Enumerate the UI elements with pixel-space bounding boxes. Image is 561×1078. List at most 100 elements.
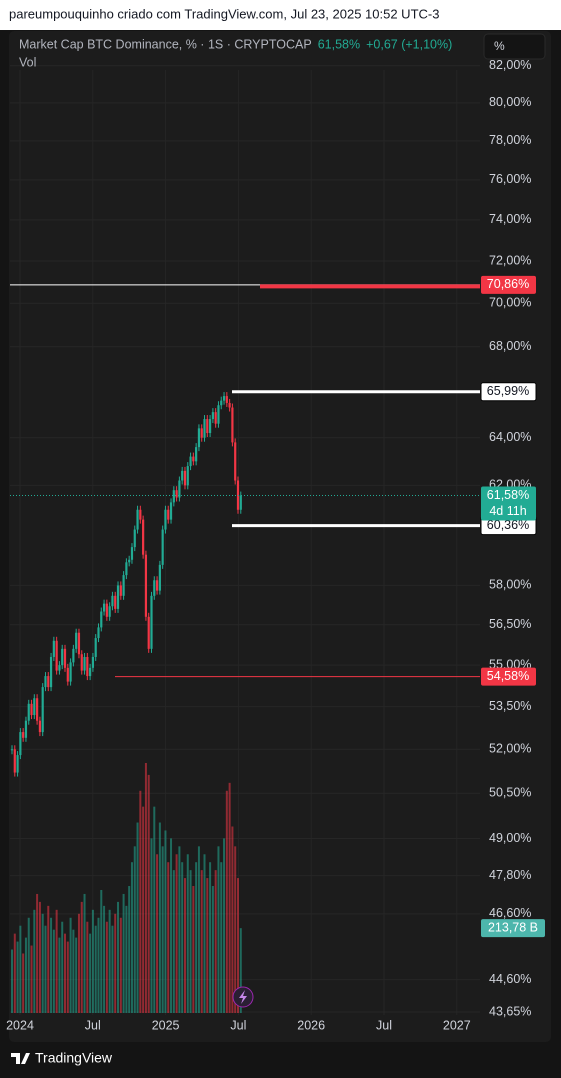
candle <box>147 616 150 649</box>
candle <box>217 405 220 424</box>
candle <box>22 732 25 738</box>
candle <box>153 580 156 596</box>
last-price: 61,58% <box>318 37 360 51</box>
volume-bar <box>19 925 22 1013</box>
y-tick-label: 43,65% <box>489 1004 531 1018</box>
volume-bar <box>239 928 242 1013</box>
volume-bar <box>16 941 19 1013</box>
candle <box>139 509 142 520</box>
chart-pane <box>9 31 551 1042</box>
volume-bar <box>139 790 142 1013</box>
candle <box>158 564 161 591</box>
volume-bar <box>75 937 78 1013</box>
volume-bar <box>36 893 39 1013</box>
candle <box>214 412 217 424</box>
candle <box>111 595 114 607</box>
volume-bar <box>195 862 198 1013</box>
volume-bar <box>103 905 106 1013</box>
volume-bar <box>203 854 206 1013</box>
candle <box>86 656 89 677</box>
y-tick-label: 46,60% <box>489 906 531 920</box>
candle <box>195 447 198 462</box>
candle <box>41 687 44 733</box>
volume-bar <box>22 953 25 1013</box>
volume-bar <box>122 893 125 1013</box>
candle <box>10 749 14 751</box>
volume-bar <box>214 870 217 1013</box>
candle <box>206 419 209 434</box>
candle <box>55 640 58 671</box>
candle <box>192 456 195 462</box>
scale-button-label[interactable]: % <box>494 39 505 53</box>
candle <box>75 632 78 649</box>
brand: TradingView <box>35 1050 113 1066</box>
volume-bar <box>189 870 192 1013</box>
level-label: 70,86% <box>487 277 529 291</box>
volume-bar <box>72 929 75 1013</box>
volume-bar <box>228 782 231 1013</box>
volume-bar <box>181 862 184 1013</box>
y-tick-label: 70,00% <box>489 296 531 310</box>
volume-bar <box>64 933 67 1013</box>
candle <box>164 509 167 530</box>
scale-button[interactable] <box>483 33 546 60</box>
y-tick-label: 52,00% <box>489 742 531 756</box>
x-tick-label: 2026 <box>297 1018 325 1032</box>
volume-bar <box>144 763 147 1013</box>
volume-bar <box>150 838 153 1013</box>
candle <box>136 509 139 530</box>
volume-bar <box>175 854 178 1013</box>
volume-bar <box>83 893 86 1013</box>
y-tick-label: 49,00% <box>489 831 531 845</box>
candle <box>119 585 122 596</box>
candle <box>44 676 47 688</box>
candle <box>69 662 72 682</box>
volume-bar <box>117 901 120 1013</box>
candle <box>208 419 212 434</box>
volume-bar <box>158 822 161 1013</box>
volume-label-box <box>481 919 545 938</box>
candle <box>220 400 223 406</box>
volume-bar <box>50 917 53 1013</box>
volume-bar <box>236 878 239 1013</box>
x-tick-label: 2025 <box>152 1018 180 1032</box>
candle <box>128 559 131 563</box>
volume-bar <box>200 870 203 1013</box>
volume-bar <box>128 886 131 1013</box>
candle <box>239 495 242 510</box>
volume-bar <box>30 945 33 1013</box>
x-tick-label: Jul <box>376 1018 392 1032</box>
volume-bar <box>33 909 36 1013</box>
countdown: 4d 11h <box>489 504 526 518</box>
brand-logo <box>11 1053 30 1064</box>
caption: pareumpouquinho criado com TradingView.c… <box>9 6 439 21</box>
volume-bar <box>97 917 100 1013</box>
candle <box>49 656 53 688</box>
volume-bar <box>133 846 136 1013</box>
candle <box>80 654 83 671</box>
level-label: 60,36% <box>487 518 529 532</box>
candle <box>19 732 22 756</box>
volume-bar <box>47 905 50 1013</box>
y-tick-label: 58,00% <box>489 578 531 592</box>
candle <box>150 595 153 649</box>
candle <box>94 638 97 657</box>
candle <box>228 402 231 408</box>
volume-label: 213,78 B <box>488 920 538 934</box>
volume-bar <box>170 838 173 1013</box>
volume-bar <box>153 806 156 1013</box>
candle <box>63 648 67 668</box>
volume-bar <box>142 806 145 1013</box>
y-tick-label: 47,80% <box>489 868 531 882</box>
candle <box>33 698 36 716</box>
volume-bar <box>100 889 103 1013</box>
level-label-box <box>481 667 536 686</box>
candle <box>83 656 86 671</box>
candle <box>181 470 184 481</box>
y-tick-label: 72,00% <box>489 253 531 267</box>
level-label-box <box>481 275 536 294</box>
volume-bar <box>211 886 214 1013</box>
candle <box>203 419 206 438</box>
candle <box>169 502 173 520</box>
